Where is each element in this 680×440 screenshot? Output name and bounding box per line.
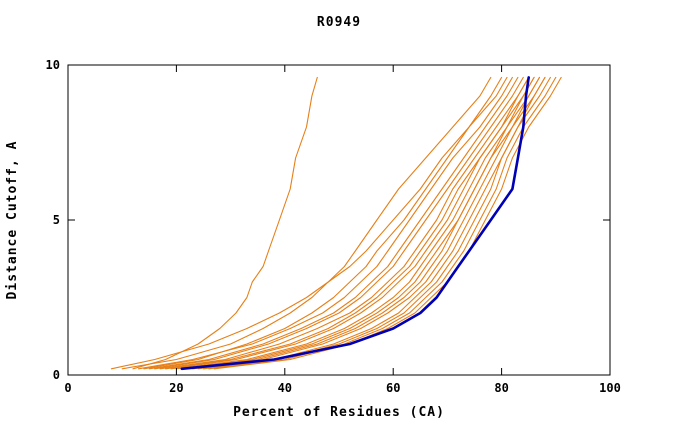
x-tick-label: 40 xyxy=(278,381,292,395)
model-15 xyxy=(202,76,546,370)
model-08 xyxy=(186,76,546,370)
x-tick-label: 80 xyxy=(494,381,508,395)
x-tick-label: 60 xyxy=(386,381,400,395)
model-04 xyxy=(110,76,503,370)
y-tick-label: 0 xyxy=(53,368,60,382)
y-axis-label: Distance Cutoff, A xyxy=(5,141,20,300)
y-tick-label: 10 xyxy=(46,58,60,72)
model-12 xyxy=(170,76,530,370)
x-axis-label: Percent of Residues (CA) xyxy=(233,405,445,420)
model-07 xyxy=(175,76,541,370)
model-14 xyxy=(192,76,541,370)
best-model xyxy=(180,76,531,371)
model-05 xyxy=(154,76,524,370)
tick-labels-layer: 0 20 40 60 80 100 0 5 10 xyxy=(46,58,621,395)
model-01-outlier xyxy=(132,76,318,370)
chart-title: R0949 xyxy=(317,15,361,30)
x-tick-label: 20 xyxy=(169,381,183,395)
model-11 xyxy=(148,76,519,370)
model-03 xyxy=(143,76,508,370)
x-tick-label: 0 xyxy=(64,381,71,395)
y-tick-label: 5 xyxy=(53,213,60,227)
x-tick-label: 100 xyxy=(599,381,621,395)
ticks-layer xyxy=(67,64,611,376)
model-18 xyxy=(159,76,530,370)
series-layer xyxy=(110,76,562,371)
model-16 xyxy=(137,76,513,370)
model-10 xyxy=(208,76,557,370)
model-02 xyxy=(121,76,492,370)
model-13 xyxy=(181,76,535,370)
